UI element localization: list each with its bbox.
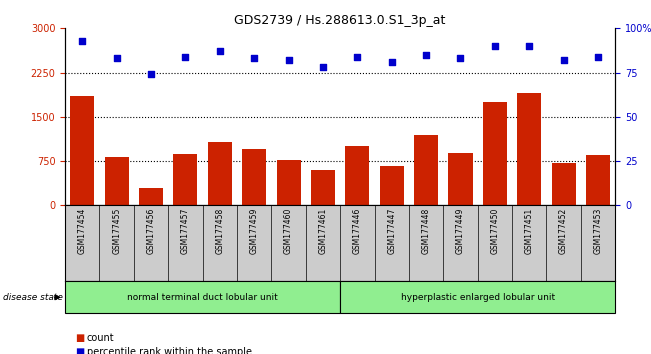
Text: GSM177456: GSM177456: [146, 207, 156, 254]
Point: [455, 56, 465, 61]
Bar: [586, 155, 610, 205]
Text: GSM177454: GSM177454: [77, 207, 87, 254]
Bar: [551, 163, 575, 205]
Bar: [483, 102, 507, 205]
Bar: [208, 142, 232, 205]
Bar: [105, 157, 129, 205]
Text: GSM177452: GSM177452: [559, 207, 568, 254]
Text: GSM177448: GSM177448: [422, 207, 430, 254]
Title: GDS2739 / Hs.288613.0.S1_3p_at: GDS2739 / Hs.288613.0.S1_3p_at: [234, 14, 446, 27]
Point: [111, 56, 122, 61]
Text: GSM177460: GSM177460: [284, 207, 293, 254]
Point: [490, 43, 500, 49]
Text: ■: ■: [75, 333, 84, 343]
Point: [180, 54, 191, 59]
Text: normal terminal duct lobular unit: normal terminal duct lobular unit: [127, 293, 278, 302]
Text: count: count: [87, 333, 114, 343]
Point: [283, 57, 294, 63]
Point: [77, 38, 87, 44]
Point: [593, 54, 603, 59]
Text: GSM177446: GSM177446: [353, 207, 362, 254]
Text: GSM177450: GSM177450: [490, 207, 499, 254]
Text: GSM177458: GSM177458: [215, 207, 225, 254]
Text: hyperplastic enlarged lobular unit: hyperplastic enlarged lobular unit: [400, 293, 555, 302]
Bar: [414, 135, 438, 205]
Text: ■: ■: [75, 347, 84, 354]
Text: GSM177461: GSM177461: [318, 207, 327, 254]
Text: GSM177451: GSM177451: [525, 207, 534, 254]
Bar: [70, 96, 94, 205]
Point: [559, 57, 569, 63]
Bar: [242, 149, 266, 205]
Point: [387, 59, 397, 65]
Text: disease state: disease state: [3, 293, 63, 302]
Text: GSM177447: GSM177447: [387, 207, 396, 254]
Point: [215, 48, 225, 54]
Text: GSM177457: GSM177457: [181, 207, 190, 254]
Bar: [449, 153, 473, 205]
Point: [146, 72, 156, 77]
Text: GSM177459: GSM177459: [250, 207, 258, 254]
Point: [249, 56, 259, 61]
Point: [421, 52, 432, 58]
Bar: [173, 154, 197, 205]
Bar: [517, 93, 541, 205]
Bar: [65, 281, 340, 313]
Bar: [311, 170, 335, 205]
Text: GSM177453: GSM177453: [594, 207, 603, 254]
Bar: [345, 146, 369, 205]
Bar: [277, 160, 301, 205]
Point: [524, 43, 534, 49]
Bar: [340, 281, 615, 313]
Text: GSM177449: GSM177449: [456, 207, 465, 254]
Bar: [380, 166, 404, 205]
Text: GSM177455: GSM177455: [112, 207, 121, 254]
Bar: [139, 188, 163, 205]
Point: [318, 64, 328, 70]
Point: [352, 54, 363, 59]
Text: percentile rank within the sample: percentile rank within the sample: [87, 347, 251, 354]
